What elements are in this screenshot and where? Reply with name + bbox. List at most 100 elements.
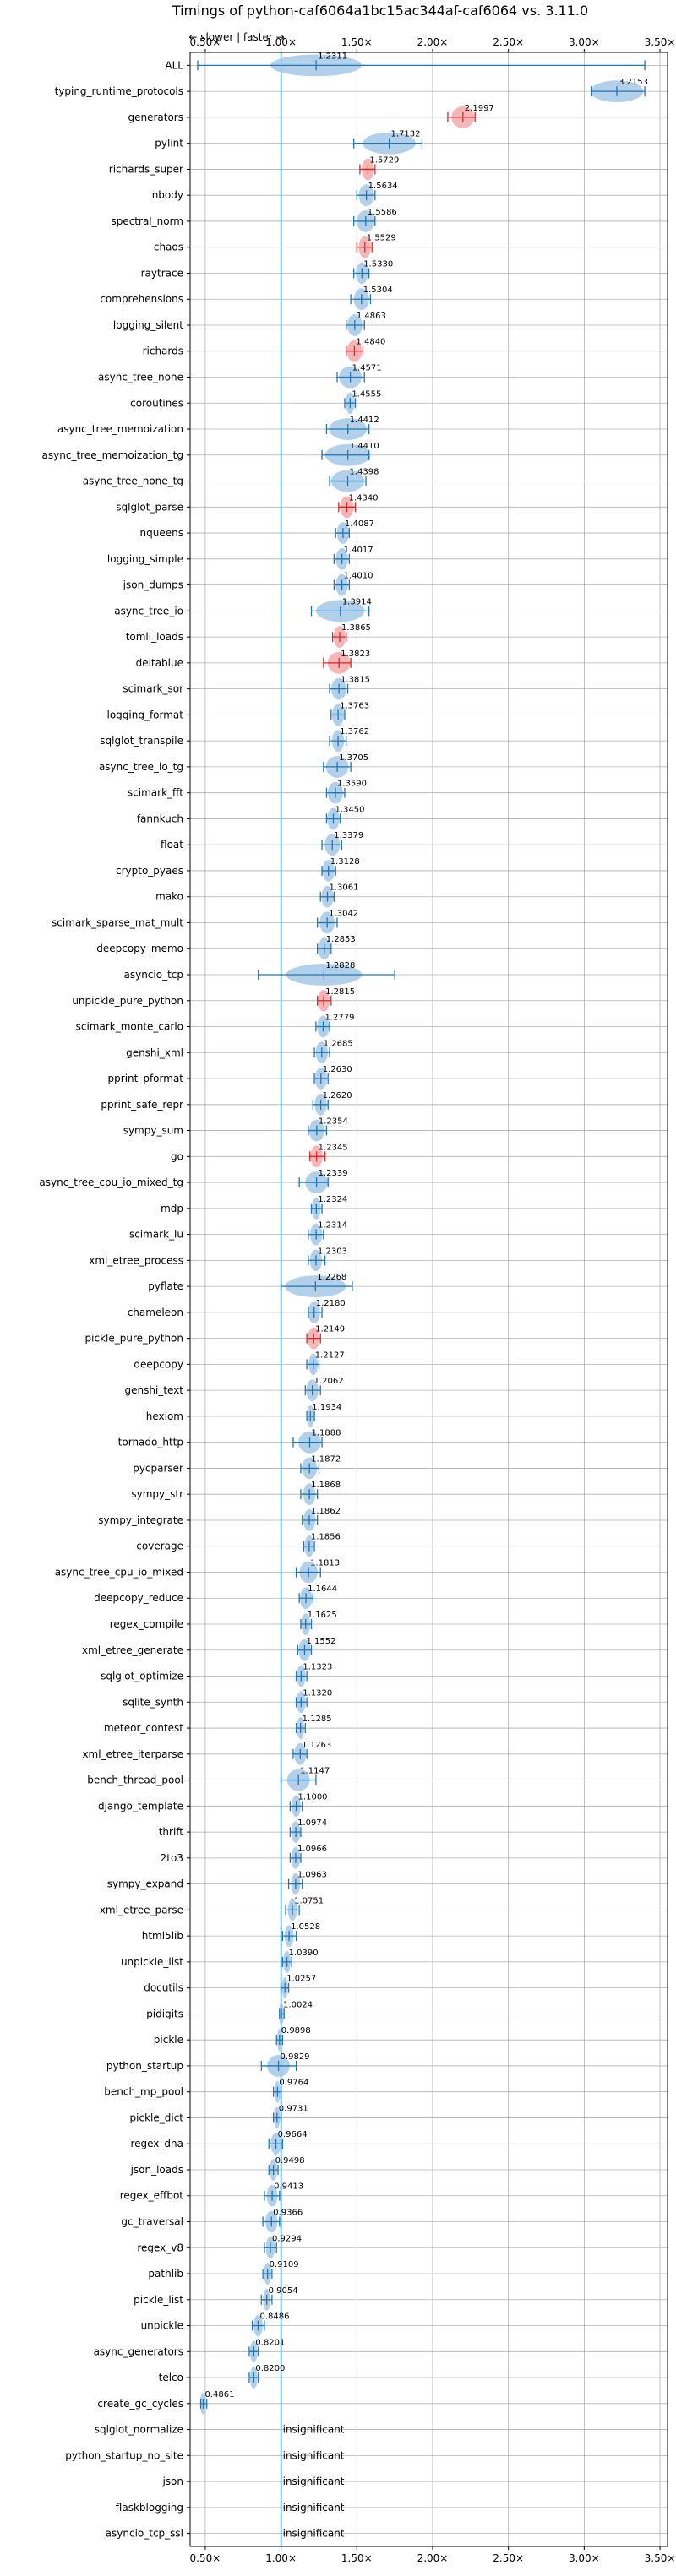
value-label: 1.1644 [308,1584,337,1594]
benchmark-label: genshi_text [125,1384,184,1396]
benchmark-label: create_gc_cycles [97,2398,183,2410]
benchmark-label: logging_silent [113,319,183,331]
benchmark-label: comprehensions [100,293,183,305]
x-tick-label-top: 2.00× [417,36,449,48]
benchmark-label: tornado_http [118,1437,183,1448]
benchmark-label: 2to3 [161,1852,183,1864]
benchmark-label: async_tree_cpu_io_mixed [55,1566,183,1578]
benchmark-label: sympy_str [131,1488,183,1500]
benchmark-label: docutils [144,1982,183,1994]
value-label: 1.7132 [391,130,421,139]
value-label: 1.2311 [318,52,347,61]
benchmark-label: chameleon [128,1307,183,1318]
value-label: 1.2345 [319,1143,348,1152]
value-label: 1.0974 [297,1818,327,1828]
value-label: 1.0966 [297,1845,327,1854]
benchmark-label: chaos [154,242,183,253]
benchmark-label: python_startup [106,2060,183,2072]
value-label: 1.4863 [357,312,386,321]
value-label: 1.1320 [303,1688,332,1698]
value-label: 1.1263 [302,1741,331,1750]
value-label: 1.3042 [329,909,358,918]
benchmark-label: logging_format [106,709,183,720]
benchmark-label: bench_mp_pool [104,2086,183,2098]
benchmark-label: sqlite_synth [123,1696,183,1708]
value-label: 1.4571 [352,364,382,373]
value-label: 1.0528 [291,1922,320,1932]
benchmark-label: richards [143,345,183,357]
benchmark-label: sympy_expand [107,1878,183,1890]
benchmark-label: xml_etree_generate [82,1644,183,1656]
benchmark-label: pickle_pure_python [85,1333,183,1345]
benchmark-label: html5lib [142,1930,183,1942]
benchmark-label: deepcopy_memo [96,943,183,954]
value-label: 1.5529 [367,234,396,243]
grid-layer [190,52,668,2546]
value-label: 1.2314 [318,1221,347,1231]
value-label: 1.3823 [341,649,370,659]
x-tick-label-bottom: 0.50× [190,2552,221,2564]
benchmark-label: scimark_monte_carlo [76,1021,183,1033]
value-label: 1.4410 [350,442,379,451]
benchmark-label: scimark_sor [123,683,183,695]
value-label: 1.2062 [314,1377,344,1386]
value-label: 1.1862 [311,1507,341,1516]
benchmark-label: unpickle_pure_python [72,995,183,1007]
x-tick-label-top: 3.50× [645,36,676,48]
value-label: 1.4340 [348,493,378,503]
benchmark-label: spectral_norm [111,215,183,227]
benchmark-label: sqlglot_normalize [95,2424,183,2436]
benchmark-label: sqlglot_optimize [101,1671,183,1682]
benchmark-label: deltablue [136,657,183,669]
benchmark-label: async_tree_io_tg [99,761,183,773]
benchmark-label: xml_etree_process [89,1254,183,1266]
benchmark-label: regex_compile [110,1618,183,1630]
benchmark-label: pickle_dict [130,2111,184,2123]
value-label: 1.5304 [363,285,393,295]
value-label: 0.9898 [281,2026,311,2035]
benchmark-label: genshi_xml [126,1046,183,1058]
benchmark-label: sqlglot_parse [116,501,183,513]
value-label: 1.3762 [340,727,369,736]
benchmark-label: unpickle [141,2320,183,2332]
benchmark-label: json [161,2475,183,2487]
benchmark-label: pylint [155,138,183,149]
benchmark-label: meteor_contest [104,1722,183,1734]
value-label: 1.0257 [286,1975,316,1984]
insignificant-label: insignificant [283,2528,345,2540]
benchmark-label: pathlib [148,2268,183,2280]
benchmark-label: pprint_safe_repr [101,1099,183,1111]
benchmark-label: asyncio_tcp [123,969,183,981]
value-label: 1.3705 [339,753,368,763]
value-label: 1.4398 [350,468,379,477]
value-label: 1.1147 [300,1767,330,1776]
value-label: 1.2685 [324,1039,353,1048]
value-label: 1.4017 [344,546,373,555]
benchmark-label: mdp [161,1203,183,1215]
x-tick-label-bottom: 1.00× [265,2552,297,2564]
value-label: 1.4840 [356,338,385,347]
value-label: 0.9109 [270,2260,299,2269]
value-label: 1.0751 [294,1896,324,1905]
value-label: 1.4010 [344,572,373,581]
value-label: 0.9366 [273,2208,303,2217]
value-label: 1.2324 [318,1195,347,1204]
value-label: 1.2630 [323,1065,352,1074]
value-label: 1.3379 [334,831,363,840]
value-label: 1.1625 [308,1611,337,1620]
benchmark-label: async_tree_none_tg [83,476,183,487]
benchmark-label: nqueens [140,527,183,539]
value-label: 1.4555 [352,389,381,399]
benchmark-label: gc_traversal [121,2215,183,2227]
benchmark-label: unpickle_list [121,1956,183,1968]
insignificant-label: insignificant [283,2424,345,2436]
value-label: 1.2149 [315,1325,345,1334]
insignificant-label: insignificant [283,2502,345,2514]
benchmark-label: mako [155,891,183,903]
benchmark-label: regex_dna [130,2138,183,2149]
benchmark-label: sqlglot_transpile [100,735,183,747]
value-label: 0.8486 [259,2312,289,2322]
benchmark-label: async_generators [94,2345,183,2357]
direction-annotation: ← slower | faster → [188,31,284,43]
